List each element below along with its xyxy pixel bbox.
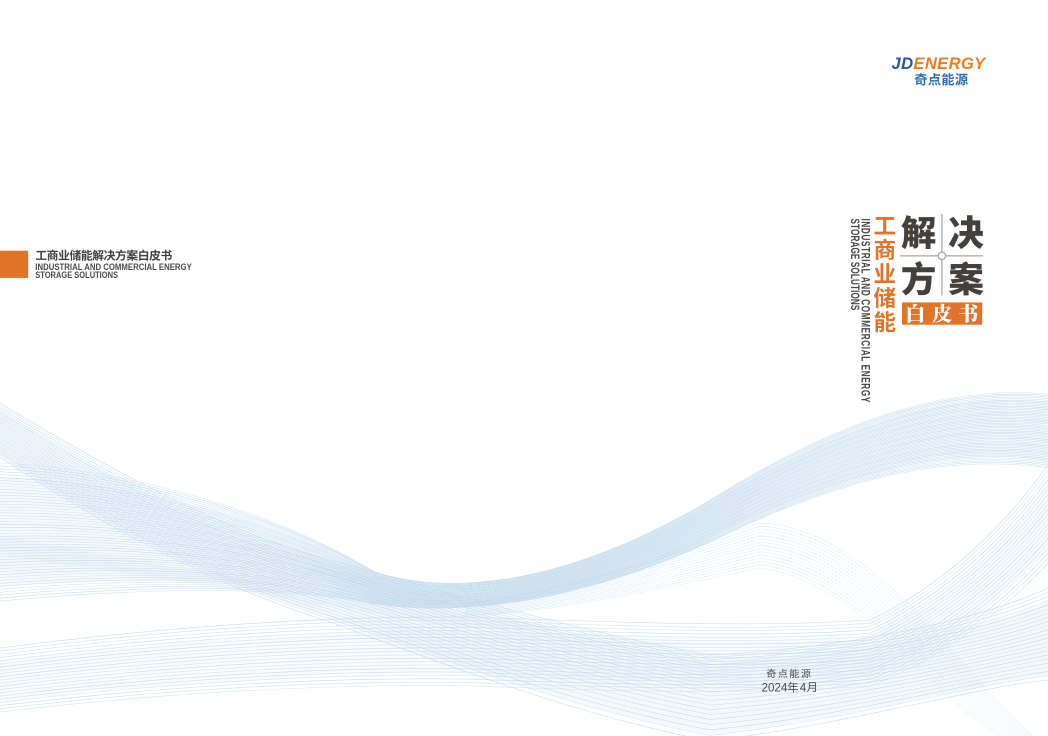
svg-text:4: 4 <box>800 682 807 695</box>
svg-text:STORAGE SOLUTIONS: STORAGE SOLUTIONS <box>847 219 861 311</box>
svg-text:INDUSTRIAL AND COMMERCIAL ENER: INDUSTRIAL AND COMMERCIAL ENERGY <box>35 262 192 272</box>
svg-text:INDUSTRIAL AND COMMERCIAL ENER: INDUSTRIAL AND COMMERCIAL ENERGY <box>858 219 872 403</box>
svg-text:2024: 2024 <box>762 681 788 694</box>
svg-text:JDENERGY: JDENERGY <box>892 54 988 73</box>
svg-text:STORAGE SOLUTIONS: STORAGE SOLUTIONS <box>35 270 118 280</box>
